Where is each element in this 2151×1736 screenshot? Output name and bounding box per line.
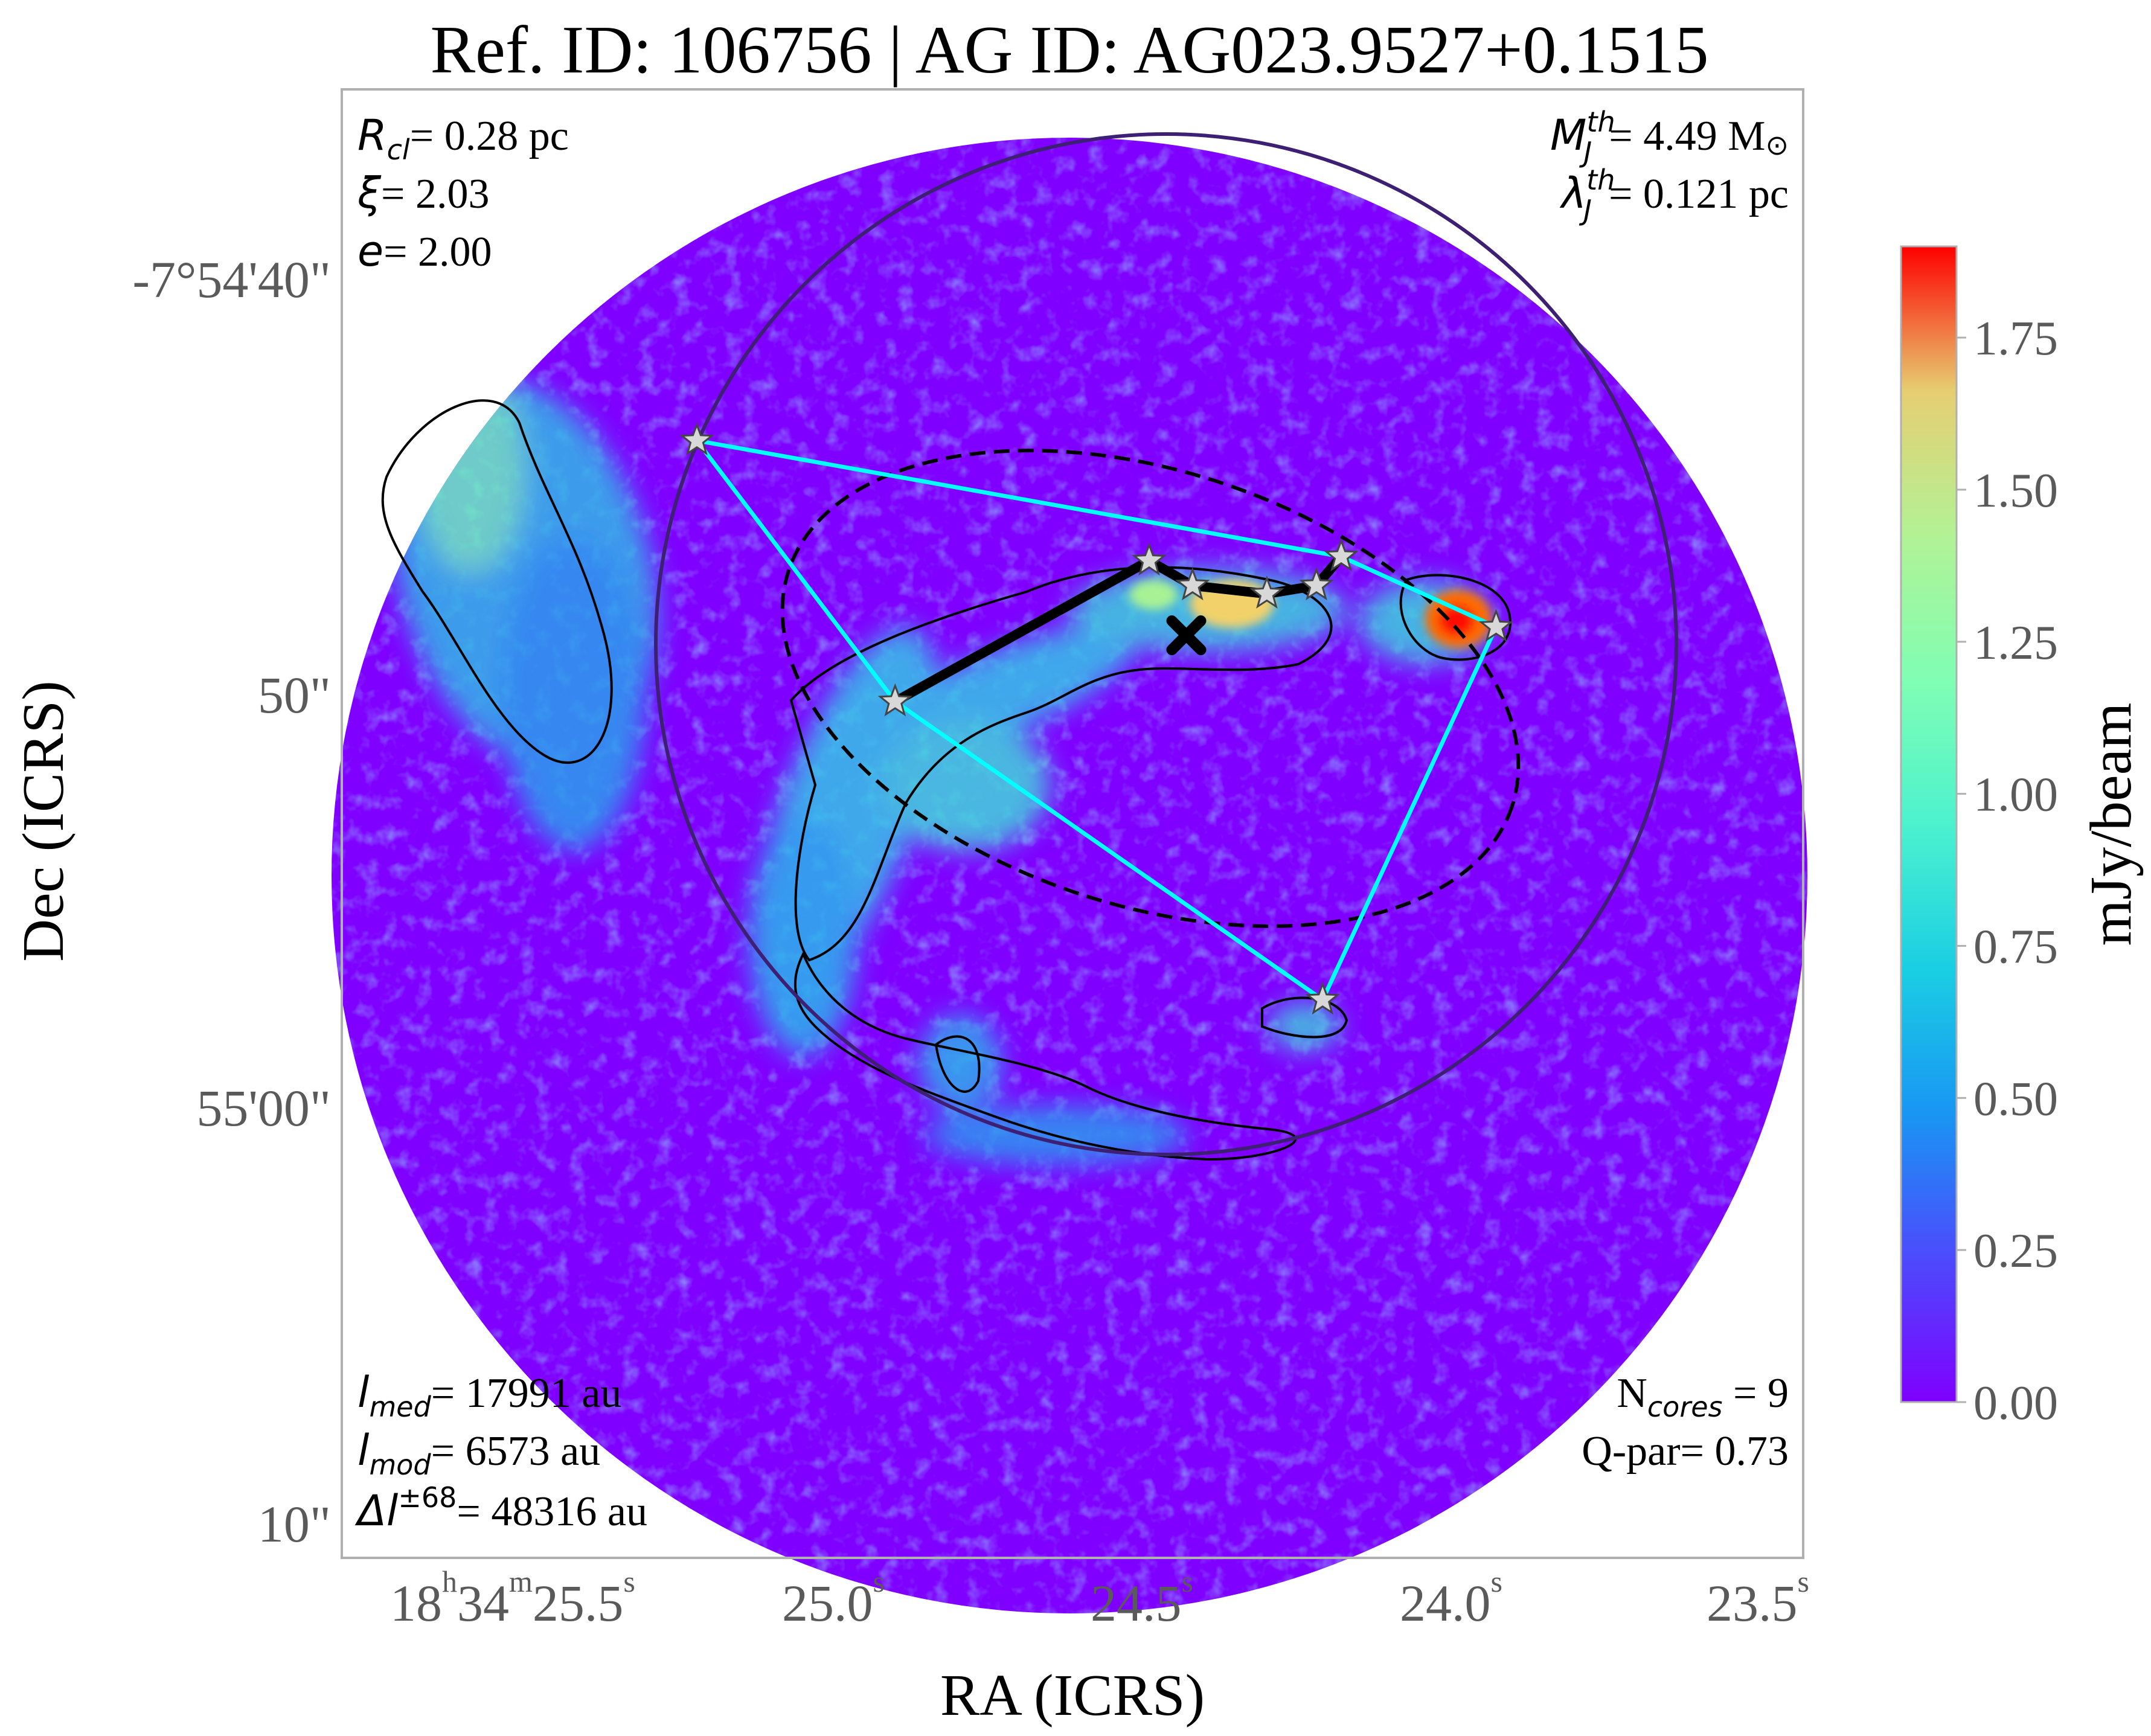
r-cl-annotation: Rcl= 0.28 pc <box>357 111 569 166</box>
colorbar-tick-label: 1.75 <box>1973 312 2058 365</box>
centroid-x-mark <box>1166 615 1207 656</box>
colorbar-tick-label: 1.00 <box>1973 769 2058 822</box>
mst-edge-cyan <box>894 699 1324 1002</box>
x-axis-label: RA (ICRS) <box>940 1663 1205 1728</box>
l-mod-annotation: lmod= 6573 au <box>357 1426 600 1481</box>
core-star-icon <box>877 683 913 717</box>
annotations-top-left: Rcl= 0.28 pc ξ= 2.03 e= 2.00 <box>357 111 569 276</box>
annotations-bottom-right: Ncores = 9 Q-par= 0.73 <box>1582 1370 1789 1475</box>
colorbar-tick-label: 1.50 <box>1973 464 2058 517</box>
y-tick-label: 55'00" <box>196 1079 331 1137</box>
jeans-mass-annotation: Mth J = 4.49 M⊙ <box>1550 106 1789 168</box>
colorbar-tick-label: 0.50 <box>1973 1072 2058 1126</box>
emission-map <box>332 138 1807 1613</box>
e-annotation: e= 2.00 <box>357 226 492 276</box>
y-tick-label: 50" <box>258 666 331 724</box>
plot-frame <box>341 88 1804 1559</box>
core-markers <box>679 422 1514 1015</box>
delta-l-annotation: Δl±68= 48316 au <box>354 1481 647 1536</box>
x-tick-label: 18h34m25.5s <box>390 1565 635 1632</box>
colorbar-tick-label: 0.00 <box>1973 1377 2058 1430</box>
ncores-annotation: Ncores = 9 <box>1617 1370 1789 1423</box>
y-tick-label: -7°54'40" <box>132 251 331 309</box>
colorbar-tick-label: 0.75 <box>1973 920 2058 973</box>
annotations-top-right: Mth J = 4.49 M⊙ λth J = 0.121 pc <box>1550 106 1789 226</box>
colorbar-tick-label: 1.25 <box>1973 617 2058 670</box>
colorbar-tick-label: 0.25 <box>1973 1225 2058 1278</box>
core-star-icon <box>1175 567 1210 601</box>
mst-edge-cyan <box>696 438 1342 559</box>
x-tick-label: 24.5s <box>1091 1565 1193 1632</box>
core-star-icon <box>1249 575 1284 609</box>
y-tick-label: 10" <box>258 1495 331 1553</box>
y-axis-label: Dec (ICRS) <box>11 681 76 961</box>
x-tick-label: 25.0s <box>782 1565 885 1632</box>
y-tick-labels: -7°54'40" 50" 55'00" 10" <box>132 251 331 1553</box>
core-star-icon <box>1324 538 1359 572</box>
jeans-length-annotation: λth J = 0.121 pc <box>1559 164 1789 226</box>
clump-circle <box>654 132 1678 1156</box>
xi-annotation: ξ= 2.03 <box>357 168 490 218</box>
contours <box>381 399 1511 1161</box>
core-star-icon <box>1305 981 1341 1015</box>
core-star-icon <box>1299 567 1334 601</box>
chart-title: Ref. ID: 106756 | AG ID: AG023.9527+0.15… <box>430 13 1708 88</box>
x-tick-label: 24.0s <box>1400 1565 1502 1632</box>
colorbar-label: mJy/beam <box>2079 703 2144 946</box>
core-star-icon <box>1132 542 1167 576</box>
mst-edge-black <box>1187 580 1272 599</box>
mst-edge-black <box>890 556 1154 706</box>
mst-edge-cyan <box>695 439 897 703</box>
fit-ellipse <box>780 449 1521 928</box>
colorbar-ticks: 0.00 0.25 0.50 0.75 1.00 1.25 1.50 1.75 <box>1957 312 2058 1430</box>
core-star-icon <box>679 422 714 456</box>
x-tick-label: 23.5s <box>1707 1565 1809 1632</box>
x-tick-labels: 18h34m25.5s 25.0s 24.5s 24.0s 23.5s <box>390 1565 1809 1632</box>
core-star-icon <box>1478 609 1514 642</box>
centroid-marker <box>1166 615 1207 656</box>
colorbar-gradient <box>1900 245 1958 1403</box>
l-med-annotation: lmed= 17991 au <box>357 1368 621 1423</box>
mst-edge-cyan <box>1321 626 1498 1001</box>
colorbar: 0.00 0.25 0.50 0.75 1.00 1.25 1.50 1.75 mJy/bea… <box>1900 245 2144 1430</box>
annotations-bottom-left: lmed= 17991 au lmod= 6573 au Δl±68= 4831… <box>354 1368 647 1536</box>
qpar-annotation: Q-par= 0.73 <box>1582 1428 1789 1475</box>
mst-edge-cyan <box>1340 554 1497 629</box>
